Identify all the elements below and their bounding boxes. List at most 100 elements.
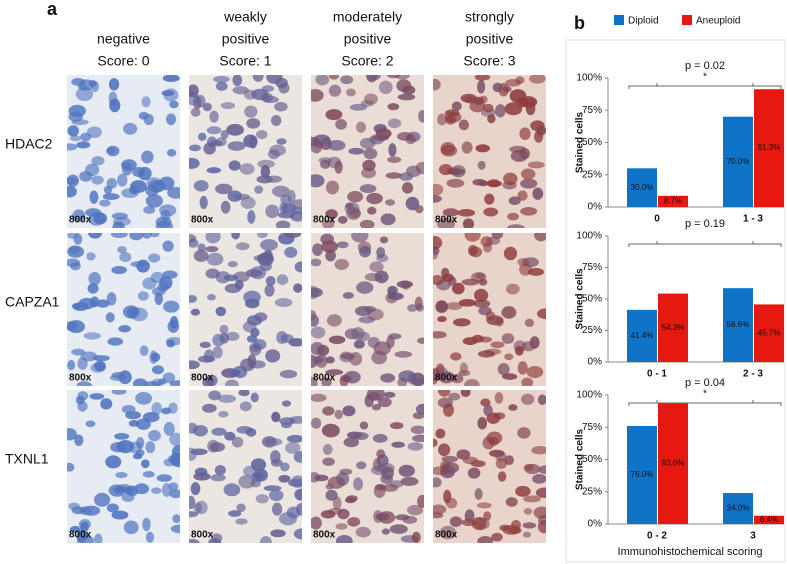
- cell: [189, 539, 200, 543]
- cell: [293, 283, 302, 293]
- cell: [145, 194, 163, 208]
- y-tick-label: 75%: [582, 105, 602, 116]
- cell: [451, 165, 466, 178]
- bar: [754, 89, 784, 207]
- cell: [387, 103, 400, 111]
- x-tick-label: 0 - 1: [647, 369, 667, 380]
- cell: [88, 212, 105, 226]
- cell: [220, 102, 236, 110]
- cell: [245, 268, 263, 278]
- cell: [433, 477, 442, 488]
- cells: [67, 75, 180, 228]
- row-label: TXNL1: [5, 451, 49, 467]
- cell: [269, 144, 287, 157]
- cell: [276, 331, 288, 344]
- magnification: 800x: [69, 373, 92, 384]
- cell: [417, 494, 424, 508]
- cell: [103, 185, 113, 195]
- cell: [462, 218, 475, 228]
- cell: [439, 525, 457, 540]
- cell: [433, 194, 442, 203]
- cell: [441, 455, 459, 463]
- cell: [433, 331, 447, 339]
- cell: [111, 266, 127, 275]
- score-label: Score: 2: [341, 53, 393, 69]
- cell: [356, 331, 370, 342]
- cell: [534, 130, 544, 143]
- cell: [210, 474, 226, 482]
- cell: [110, 441, 126, 453]
- cell: [508, 404, 518, 411]
- cell: [162, 75, 180, 82]
- cell: [94, 533, 103, 543]
- cell: [193, 249, 209, 262]
- cell: [510, 519, 521, 531]
- cell: [476, 502, 492, 509]
- cell: [257, 159, 275, 169]
- cell: [256, 233, 268, 239]
- cell: [510, 149, 528, 162]
- y-tick-label: 0%: [588, 519, 603, 530]
- cell: [207, 439, 220, 453]
- cell: [385, 172, 402, 179]
- cell: [397, 93, 416, 101]
- cell: [377, 397, 392, 408]
- cell: [328, 335, 346, 345]
- cell: [398, 370, 417, 383]
- cell: [359, 245, 372, 258]
- cell: [118, 370, 132, 385]
- cell: [68, 104, 86, 117]
- cell: [247, 210, 256, 224]
- cell: [387, 118, 402, 129]
- column-header: moderately: [333, 9, 402, 25]
- cell: [193, 502, 203, 514]
- cell: [341, 375, 352, 382]
- y-tick-label: 25%: [582, 486, 602, 497]
- y-tick-label: 25%: [582, 325, 602, 336]
- cells: [433, 233, 546, 386]
- micrograph: 800x: [67, 75, 180, 228]
- cell: [145, 441, 156, 454]
- cell: [231, 436, 244, 448]
- cell: [376, 254, 389, 263]
- cell: [435, 300, 449, 314]
- cell: [437, 316, 447, 323]
- cell: [165, 337, 180, 346]
- cell: [442, 273, 454, 282]
- cell: [151, 487, 162, 494]
- cell: [499, 524, 511, 531]
- cell: [405, 134, 416, 145]
- cell: [534, 233, 546, 242]
- cell: [535, 487, 546, 498]
- bracket: [628, 400, 782, 406]
- cell: [369, 261, 384, 273]
- cell: [169, 316, 179, 329]
- y-tick-label: 25%: [582, 169, 602, 180]
- cell: [359, 421, 369, 430]
- cell: [250, 327, 260, 338]
- bar: [658, 293, 688, 362]
- cell: [433, 78, 441, 91]
- cell: [444, 109, 460, 117]
- y-axis-label: Stained cells: [575, 428, 586, 490]
- cells: [189, 390, 302, 543]
- cell: [256, 129, 268, 140]
- cell: [405, 196, 420, 211]
- cell: [311, 417, 322, 429]
- cell: [208, 390, 222, 401]
- cell: [484, 193, 495, 205]
- cell: [165, 113, 177, 126]
- cell: [107, 337, 124, 346]
- cell: [325, 180, 340, 195]
- cell: [394, 351, 413, 358]
- cell: [190, 482, 201, 496]
- cell: [340, 353, 355, 360]
- y-tick-label: 100%: [576, 390, 602, 401]
- cell: [483, 404, 493, 417]
- cell: [205, 246, 219, 253]
- cell: [270, 115, 282, 126]
- micrograph: 800x: [433, 75, 546, 228]
- cell: [227, 141, 246, 151]
- cell: [189, 144, 201, 152]
